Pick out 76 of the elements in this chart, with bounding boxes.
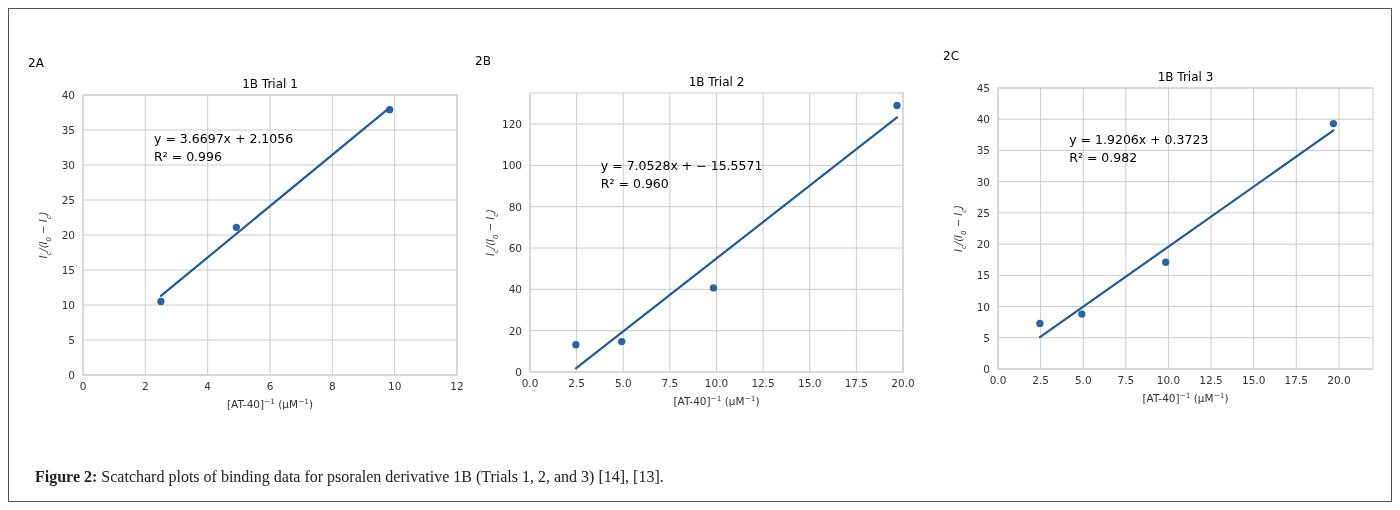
annotation: R² = 0.982 bbox=[1069, 149, 1138, 165]
y-tick-label: 20 bbox=[61, 229, 75, 241]
x-tick-label: 15.0 bbox=[1241, 374, 1266, 386]
x-axis-title: [AT-40]$^{−1}$ (μM$^{−1}$) bbox=[1142, 390, 1229, 404]
x-tick-label: 5.0 bbox=[1074, 374, 1092, 386]
annotation: y = 1.9206x + 0.3723 bbox=[1069, 131, 1209, 147]
x-tick-label: 12 bbox=[450, 380, 464, 392]
caption: Figure 2: Scatchard plots of binding data for psoralen derivative 1B (Trials 1, 2, and 3) [14], [13]. bbox=[35, 468, 664, 486]
y-tick-label: 10 bbox=[61, 299, 75, 311]
y-tick-label: 35 bbox=[976, 144, 990, 157]
x-tick-label: 8 bbox=[328, 380, 336, 392]
point bbox=[1329, 119, 1338, 128]
x-tick-label: 7.5 bbox=[661, 377, 679, 389]
chart-title: 1B Trial 1 bbox=[242, 77, 298, 91]
y-tick-label: 30 bbox=[61, 159, 75, 171]
x-tick-label: 5.0 bbox=[614, 377, 632, 389]
x-tick-label: 20.0 bbox=[891, 377, 915, 389]
y-tick-label: 10 bbox=[976, 300, 990, 313]
x-tick-label: 6 bbox=[266, 380, 274, 392]
x-tick-label: 4 bbox=[204, 380, 212, 392]
y-tick-label: 30 bbox=[976, 175, 990, 188]
x-tick-label: 12.5 bbox=[1199, 374, 1223, 386]
y-tick-label: 0 bbox=[983, 363, 990, 375]
x-tick-label: 0.0 bbox=[521, 377, 539, 389]
chart-title: 1B Trial 2 bbox=[688, 75, 745, 89]
x-tick-label: 10.0 bbox=[704, 377, 729, 389]
y-tick-label: 25 bbox=[61, 194, 75, 206]
x-tick-label: 10.0 bbox=[1156, 374, 1181, 386]
x-tick-label: 10 bbox=[387, 380, 402, 392]
x-tick-label: 15.0 bbox=[798, 377, 822, 389]
annotation: y = 3.6697x + 2.1056 bbox=[154, 130, 294, 146]
annotation: R² = 0.996 bbox=[154, 148, 223, 164]
point bbox=[572, 341, 580, 349]
x-tick-label: 7.5 bbox=[1117, 374, 1135, 386]
x-tick-label: 20.0 bbox=[1327, 374, 1351, 386]
y-tick-label: 25 bbox=[976, 206, 990, 219]
point bbox=[157, 297, 165, 306]
y-tick-label: 20 bbox=[508, 324, 522, 337]
point bbox=[1162, 258, 1170, 266]
y-tick-label: 40 bbox=[976, 113, 990, 126]
chart-title: 1B Trial 3 bbox=[1157, 70, 1214, 84]
x-tick-label: 2.5 bbox=[1032, 374, 1049, 386]
text: 2C bbox=[943, 49, 960, 63]
point bbox=[618, 337, 626, 346]
annotation: y = 7.0528x + − 15.5571 bbox=[600, 158, 763, 174]
y-tick-label: 35 bbox=[61, 124, 75, 136]
y-tick-label: 20 bbox=[976, 238, 990, 251]
y-tick-label: 60 bbox=[508, 242, 522, 254]
point bbox=[709, 284, 718, 292]
x-tick-label: 17.5 bbox=[1284, 374, 1308, 386]
y-tick-label: 5 bbox=[68, 334, 75, 346]
x-axis-title: [AT-40]$^{−1}$ (μM$^{−1}$) bbox=[673, 393, 760, 407]
y-tick-label: 80 bbox=[508, 200, 522, 213]
point bbox=[1078, 310, 1086, 318]
y-tick-label: 40 bbox=[508, 283, 522, 296]
x-tick-label: 0 bbox=[79, 380, 87, 392]
x-tick-label: 12.5 bbox=[751, 377, 775, 389]
x-tick-label: 2.5 bbox=[568, 377, 585, 389]
point bbox=[1036, 319, 1044, 328]
x-tick-label: 0.0 bbox=[989, 374, 1007, 386]
text: 2A bbox=[28, 56, 45, 70]
point bbox=[232, 223, 240, 231]
text: 2B bbox=[475, 54, 491, 68]
y-tick-label: 120 bbox=[501, 118, 522, 130]
y-tick-label: 15 bbox=[976, 269, 990, 282]
x-axis-title: [AT-40]$^{−1}$ (μM$^{−1}$) bbox=[226, 396, 314, 410]
y-tick-label: 15 bbox=[61, 264, 75, 276]
x-tick-label: 2 bbox=[141, 380, 149, 392]
y-tick-label: 0 bbox=[515, 366, 522, 378]
point bbox=[893, 101, 901, 110]
annotation: R² = 0.960 bbox=[600, 176, 669, 192]
y-tick-label: 5 bbox=[983, 331, 990, 344]
y-tick-label: 40 bbox=[61, 89, 75, 101]
y-tick-label: 45 bbox=[976, 82, 990, 94]
y-tick-label: 100 bbox=[501, 159, 522, 172]
x-tick-label: 17.5 bbox=[844, 377, 869, 389]
